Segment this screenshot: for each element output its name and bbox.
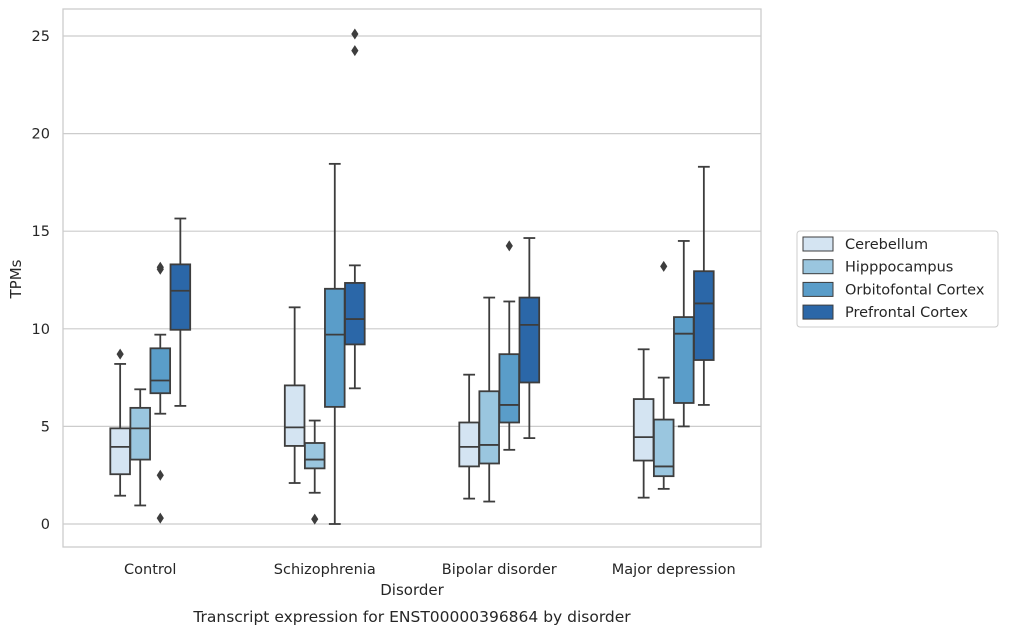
legend-swatch xyxy=(802,259,834,275)
y-tick-label: 0 xyxy=(41,517,50,533)
y-axis-label: TPMs xyxy=(7,259,25,299)
box-iqr xyxy=(129,406,151,461)
x-tick-label: Bipolar disorder xyxy=(442,562,557,578)
plot-frame xyxy=(62,8,762,548)
box-0-1 xyxy=(283,306,306,484)
box-iqr xyxy=(652,418,675,478)
box-2-0 xyxy=(149,261,172,524)
box-3-2 xyxy=(518,237,541,440)
x-tick-label: Control xyxy=(124,562,176,578)
box-iqr xyxy=(518,296,541,384)
box-1-2 xyxy=(478,296,500,503)
box-0-0 xyxy=(109,348,131,497)
box-iqr xyxy=(344,282,366,346)
box-3-1 xyxy=(344,28,366,390)
legend-label: Cerebellum xyxy=(845,237,928,253)
legend-label: Orbitofontal Cortex xyxy=(845,282,985,298)
box-iqr xyxy=(458,421,480,468)
x-axis-label: Disorder xyxy=(380,581,444,599)
box-2-3 xyxy=(673,240,695,428)
box-3-0 xyxy=(169,217,192,407)
legend-swatch xyxy=(802,236,834,252)
y-tick-label: 15 xyxy=(32,224,50,240)
box-iqr xyxy=(109,427,131,476)
box-iqr xyxy=(324,287,346,408)
outlier-point xyxy=(505,240,513,252)
legend-frame xyxy=(796,230,999,328)
box-0-2 xyxy=(458,373,480,500)
outlier-point xyxy=(311,513,319,525)
y-tick-label: 20 xyxy=(32,127,50,143)
box-iqr xyxy=(632,398,655,462)
box-iqr xyxy=(478,390,500,465)
boxes xyxy=(109,28,715,525)
box-iqr xyxy=(498,353,521,424)
legend-label: Prefrontal Cortex xyxy=(845,305,968,321)
outlier-point xyxy=(156,512,164,524)
legend-label: Hipppocampus xyxy=(845,260,953,276)
legend: Cerebellum Hipppocampus Orbitofontal Corte… xyxy=(796,230,999,328)
y-tick-label: 25 xyxy=(32,29,50,45)
box-iqr xyxy=(283,384,306,447)
outlier-point xyxy=(351,28,359,40)
box-iqr xyxy=(303,442,326,470)
y-tick-labels: 0 5 10 15 20 25 xyxy=(32,29,50,533)
box-2-1 xyxy=(324,162,346,525)
outlier-point xyxy=(116,348,124,360)
outlier-point xyxy=(351,45,359,57)
box-1-0 xyxy=(129,388,151,507)
x-tick-label: Schizophrenia xyxy=(274,562,376,578)
box-0-3 xyxy=(632,348,655,499)
box-1-1 xyxy=(303,419,326,525)
chart-title: Transcript expression for ENST0000039686… xyxy=(192,608,631,626)
y-tick-label: 5 xyxy=(41,419,50,435)
outlier-point xyxy=(156,261,164,273)
x-tick-labels: Control Schizophrenia Bipolar disorder Majo… xyxy=(124,562,736,578)
legend-swatch xyxy=(802,281,834,297)
x-tick-label: Major depression xyxy=(612,562,736,578)
box-iqr xyxy=(169,263,192,331)
legend-swatch xyxy=(802,304,834,320)
box-3-3 xyxy=(693,165,715,406)
box-iqr xyxy=(693,270,715,361)
box-iqr xyxy=(673,316,695,404)
box-iqr xyxy=(149,347,172,395)
y-tick-label: 10 xyxy=(32,322,50,338)
box-2-2 xyxy=(498,240,521,451)
outlier-point xyxy=(660,260,668,272)
box-1-3 xyxy=(652,260,675,490)
outlier-point xyxy=(156,469,164,481)
